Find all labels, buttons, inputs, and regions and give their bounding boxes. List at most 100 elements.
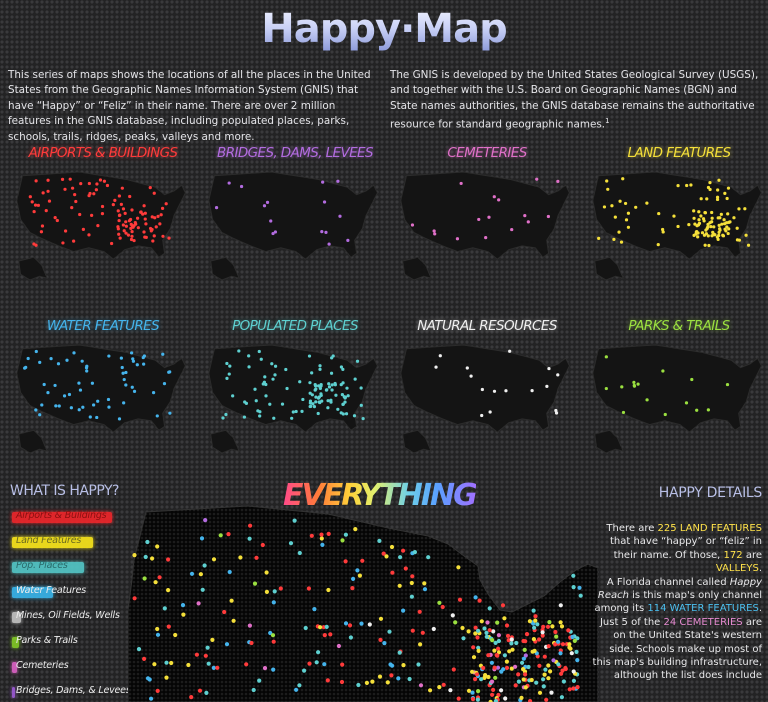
data-point (129, 226, 133, 230)
data-point (441, 682, 446, 687)
data-point (345, 386, 349, 390)
legend-bar (12, 587, 53, 598)
data-point (134, 222, 138, 226)
data-point (316, 384, 321, 388)
data-point (181, 612, 186, 617)
data-point (726, 212, 730, 216)
legend-bar (12, 687, 15, 698)
data-point (722, 218, 726, 222)
data-point (150, 215, 154, 219)
data-point (535, 177, 539, 181)
data-point (130, 208, 134, 212)
intro-right-text: The GNIS is developed by the United Stat… (390, 69, 759, 131)
data-point (117, 232, 121, 236)
data-point (198, 572, 203, 577)
data-point (242, 415, 247, 419)
data-point (710, 220, 714, 224)
data-point (509, 637, 514, 642)
data-point (162, 382, 167, 386)
legend-label: Pop. Places (16, 560, 68, 571)
data-point (509, 666, 514, 671)
data-point (567, 642, 572, 647)
data-point (715, 197, 720, 202)
data-point (410, 628, 415, 633)
map-title: LAND FEATURES (627, 145, 732, 161)
data-point (329, 371, 334, 375)
data-point (271, 667, 276, 672)
data-point (387, 629, 392, 634)
data-point (338, 214, 342, 218)
data-point (116, 209, 120, 213)
data-point (624, 218, 629, 222)
data-point (477, 217, 481, 222)
data-point (120, 365, 124, 370)
data-point (663, 412, 667, 417)
data-point (500, 603, 506, 608)
data-point (130, 230, 134, 234)
data-point (571, 585, 576, 590)
data-point (396, 676, 401, 681)
data-point (541, 684, 546, 689)
data-point (227, 181, 231, 185)
page-title: Happy·Map (0, 6, 768, 52)
everything-title: EVERYTHING (283, 478, 478, 513)
data-point (529, 677, 534, 683)
legend-label: Airports & Buildings (16, 510, 107, 521)
data-point (122, 377, 126, 382)
details-text-span: are on the United State's western side. … (592, 616, 762, 682)
data-point (505, 633, 511, 638)
data-point (238, 555, 243, 560)
legend-bar (12, 537, 93, 548)
data-point (63, 187, 67, 191)
data-point (559, 624, 565, 629)
us-map (16, 344, 186, 454)
data-point (121, 207, 126, 211)
data-point (645, 398, 649, 402)
data-point (157, 575, 162, 580)
data-point (106, 397, 111, 402)
data-point (74, 199, 78, 204)
data-point (532, 648, 537, 653)
data-point (571, 686, 576, 691)
data-point (717, 223, 721, 228)
data-point (142, 656, 147, 661)
data-point (553, 642, 558, 647)
data-point (471, 645, 476, 650)
data-point (707, 243, 711, 248)
data-point (558, 603, 563, 608)
data-point (476, 648, 481, 653)
data-point (169, 660, 174, 666)
data-point (155, 632, 161, 637)
data-point (533, 618, 538, 623)
data-point (322, 662, 327, 667)
data-point (407, 676, 412, 682)
data-point (151, 391, 156, 395)
details-text-span: . Just 5 of the (599, 603, 762, 628)
data-point (262, 204, 267, 208)
usa-outline (128, 505, 598, 702)
data-point (732, 216, 736, 220)
data-point (716, 216, 720, 220)
data-point (504, 389, 508, 393)
data-point (252, 581, 258, 586)
data-point (320, 542, 325, 547)
data-point (355, 359, 360, 363)
data-point (377, 538, 382, 543)
data-point (540, 630, 545, 635)
data-point (493, 699, 498, 702)
data-point (263, 375, 267, 379)
data-point (556, 373, 560, 377)
data-point (502, 653, 507, 658)
data-point (356, 682, 361, 688)
data-point (308, 404, 312, 409)
data-point (203, 653, 208, 658)
data-point (294, 409, 298, 414)
data-point (717, 178, 721, 182)
map-title: POPULATED PLACES (232, 318, 358, 334)
data-point (497, 198, 501, 202)
data-point (428, 688, 433, 693)
data-point (203, 518, 208, 523)
data-point (330, 383, 334, 387)
land-features-count: 225 LAND FEATURES (657, 523, 762, 534)
data-point (672, 214, 676, 218)
